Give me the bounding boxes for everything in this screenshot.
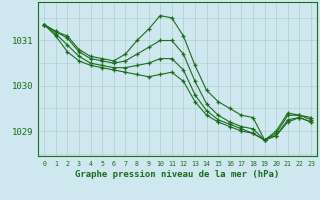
X-axis label: Graphe pression niveau de la mer (hPa): Graphe pression niveau de la mer (hPa) (76, 170, 280, 179)
